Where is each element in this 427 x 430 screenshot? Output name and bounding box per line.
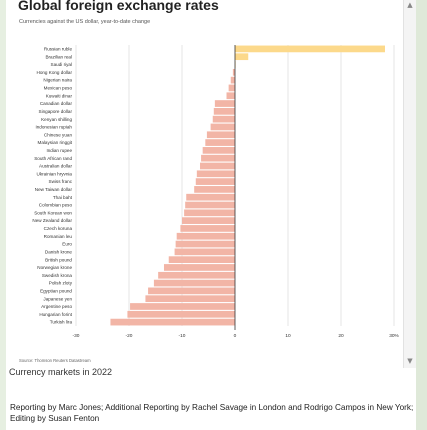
bar (184, 209, 235, 217)
category-label: Norwegian krone (37, 265, 72, 270)
category-label: Japanese yen (43, 296, 72, 301)
tick-label: 20 (338, 333, 344, 339)
bar (195, 178, 235, 185)
category-label: Hungarian forint (39, 312, 72, 317)
chart-subtitle: Currencies against the US dollar, year-t… (19, 19, 151, 25)
category-label: Romanian leu (44, 234, 73, 239)
bar (235, 53, 249, 61)
bar-chart: Russian ruble Brazilian real Saudi riyal Ho… (32, 45, 400, 339)
category-label: Indian rupee (46, 148, 72, 153)
tick-label: 30% (389, 333, 399, 339)
bar (168, 256, 235, 264)
category-label: Polish zloty (49, 281, 73, 286)
right-margin (416, 0, 427, 430)
bar (110, 318, 235, 326)
bar (205, 139, 235, 146)
reporting-credit: Reporting by Marc Jones; Additional Repo… (10, 403, 414, 423)
category-label: Swedish krona (42, 273, 73, 278)
category-label: Australian dollar (39, 164, 72, 169)
bar (228, 84, 235, 92)
scroll-up-button[interactable]: ▲ (407, 1, 413, 9)
bar (232, 68, 235, 76)
category-label: Mexican peso (44, 86, 73, 91)
bar (226, 92, 235, 100)
bar (174, 248, 235, 256)
category-label: Malaysian ringgit (38, 140, 73, 145)
bar (185, 201, 235, 209)
category-label: Kenyan shilling (41, 117, 72, 122)
chart-source: Source: Thomson Reuters Datastream (19, 358, 91, 363)
category-label: Saudi riyal (51, 62, 72, 67)
category-label: Colombian peso (39, 203, 73, 208)
category-label: Egyptian pound (40, 288, 72, 293)
bar (210, 123, 235, 131)
category-label: New Taiwan dollar (35, 187, 73, 192)
bar (130, 303, 235, 310)
category-label: Czech koruna (44, 226, 73, 231)
bar (230, 76, 235, 84)
tick-label: -30 (73, 333, 80, 339)
bar (163, 264, 235, 271)
bar (196, 170, 235, 178)
category-label: South Korean won (34, 210, 72, 215)
tick-label: -10 (179, 333, 186, 339)
bar (212, 115, 235, 123)
bar (194, 186, 235, 193)
bar (235, 45, 385, 53)
category-label: Swiss franc (49, 179, 73, 184)
tick-label: 10 (285, 333, 291, 339)
bar (158, 271, 235, 279)
category-label: Chinese yuan (44, 132, 73, 137)
category-label: Danish krone (45, 249, 73, 254)
bar (214, 100, 235, 107)
bar (202, 147, 235, 154)
category-label: Indonesian rupiah (35, 125, 72, 130)
category-label: Kuwaiti dinar (46, 93, 73, 98)
bar (201, 154, 235, 162)
bar (200, 162, 235, 170)
scrollbar[interactable]: ▲ ▼ (403, 0, 416, 368)
bar (175, 240, 235, 248)
category-label: Hong Kong dollar (37, 70, 73, 75)
chart-title: Global foreign exchange rates (18, 0, 219, 13)
bar (213, 107, 235, 115)
category-label: South African rand (34, 156, 72, 161)
category-label: Euro (62, 242, 72, 247)
bar (186, 193, 235, 201)
category-label: British pound (45, 257, 72, 262)
bar (206, 131, 235, 139)
bar (153, 279, 235, 287)
category-label: Thai baht (53, 195, 73, 200)
category-label: Brazilian real (45, 54, 72, 59)
category-label: Turkish lira (50, 320, 73, 325)
bar (182, 217, 235, 224)
bar (180, 225, 235, 232)
category-label: Nigerian naira (43, 78, 72, 83)
figure-caption: Currency markets in 2022 (9, 367, 113, 377)
bar (148, 287, 235, 295)
bar (176, 232, 235, 240)
tick-label: -20 (126, 333, 133, 339)
category-label: Singapore dollar (39, 109, 73, 114)
category-label: Argentine peso (41, 304, 72, 309)
left-margin (0, 0, 6, 430)
category-label: Ukrainian hryvnia (37, 171, 73, 176)
category-label: Canadian dollar (40, 101, 73, 106)
tick-label: 0 (234, 333, 237, 339)
scroll-down-button[interactable]: ▼ (407, 357, 413, 365)
bar (127, 310, 235, 318)
category-label: Russian ruble (44, 47, 73, 52)
category-label: New Zealand dollar (32, 218, 72, 223)
bar (145, 295, 235, 303)
